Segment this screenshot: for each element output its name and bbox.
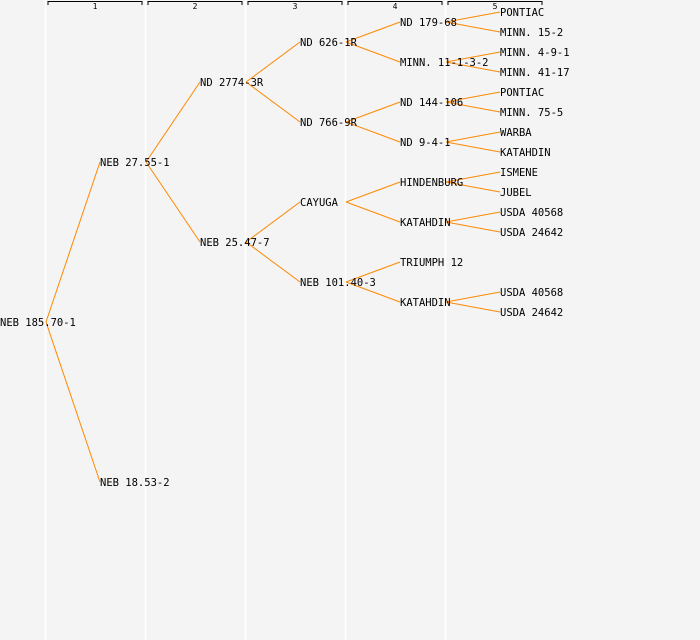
ancestor-label: NEB 101.40-3: [300, 277, 376, 289]
pedigree-link: [345, 101, 401, 123]
ancestor-label: USDA 40568: [500, 287, 563, 299]
pedigree-link: [145, 81, 201, 163]
ancestor-label: MINN. 4-9-1: [500, 47, 570, 59]
pedigree-link: [245, 241, 301, 283]
ancestor-label: MINN. 15-2: [500, 27, 563, 39]
ancestor-label: WARBA: [500, 127, 532, 139]
pedigree-link: [145, 161, 201, 243]
pedigree-link: [345, 201, 401, 223]
column-header-bracket: [147, 1, 243, 5]
pedigree-link: [445, 51, 501, 63]
ancestor-label: KATAHDIN: [400, 217, 451, 229]
ancestor-label: USDA 24642: [500, 307, 563, 319]
ancestor-label: HINDENBURG: [400, 177, 463, 189]
column-header-label: 2: [193, 2, 198, 11]
ancestor-label: USDA 40568: [500, 207, 563, 219]
pedigree-link: [445, 21, 501, 33]
pedigree-link: [345, 21, 401, 43]
pedigree-link: [445, 11, 501, 23]
ancestor-label: NEB 185.70-1: [0, 317, 76, 329]
ancestor-label: PONTIAC: [500, 87, 544, 99]
ancestor-label: CAYUGA: [300, 197, 339, 209]
pedigree-link: [45, 321, 101, 483]
ancestor-label: ND 2774-3R: [200, 77, 264, 89]
pedigree-link: [445, 141, 501, 153]
pedigree-link: [245, 81, 301, 123]
ancestor-label: MINN. 75-5: [500, 107, 563, 119]
ancestor-label: NEB 18.53-2: [100, 477, 170, 489]
ancestor-label: ISMENE: [500, 167, 538, 179]
pedigree-link: [245, 41, 301, 83]
ancestor-label: JUBEL: [500, 187, 532, 199]
pedigree-link: [445, 131, 501, 143]
pedigree-link: [345, 41, 401, 63]
column-header-bracket: [447, 1, 543, 5]
pedigree-link: [245, 201, 301, 243]
column-header-label: 5: [493, 2, 498, 11]
pedigree-link: [345, 261, 401, 283]
pedigree-link: [445, 101, 501, 113]
column-header-bracket: [347, 1, 443, 5]
ancestor-label: ND 626-1R: [300, 37, 358, 49]
pedigree-link: [345, 121, 401, 143]
ancestor-label: NEB 27.55-1: [100, 157, 170, 169]
column-header-label: 3: [293, 2, 298, 11]
pedigree-link: [445, 301, 501, 313]
pedigree-link: [45, 161, 101, 323]
column-header-bracket: [247, 1, 343, 5]
column-header-label: 4: [393, 2, 398, 11]
ancestor-label: MINN. 41-17: [500, 67, 570, 79]
ancestor-label: ND 179-68: [400, 17, 457, 29]
ancestor-label: KATAHDIN: [500, 147, 551, 159]
pedigree-link: [445, 211, 501, 223]
pedigree-link: [345, 181, 401, 203]
ancestor-label: MINN. 11-1-3-2: [400, 57, 489, 69]
ancestor-label: TRIUMPH 12: [400, 257, 463, 269]
ancestor-label: NEB 25.47-7: [200, 237, 270, 249]
ancestor-label: ND 766-9R: [300, 117, 358, 129]
pedigree-link: [445, 181, 501, 193]
pedigree-link: [445, 221, 501, 233]
pedigree-link: [445, 291, 501, 303]
pedigree-link: [345, 281, 401, 303]
pedigree-link: [445, 171, 501, 183]
ancestor-label: USDA 24642: [500, 227, 563, 239]
ancestor-label: ND 144-106: [400, 97, 463, 109]
ancestor-label: PONTIAC: [500, 7, 544, 19]
column-header-bracket: [47, 1, 143, 5]
ancestor-label: ND 9-4-1: [400, 137, 451, 149]
pedigree-link: [445, 61, 501, 73]
ancestor-label: KATAHDIN: [400, 297, 451, 309]
pedigree-link: [445, 91, 501, 103]
column-header-label: 1: [93, 2, 98, 11]
